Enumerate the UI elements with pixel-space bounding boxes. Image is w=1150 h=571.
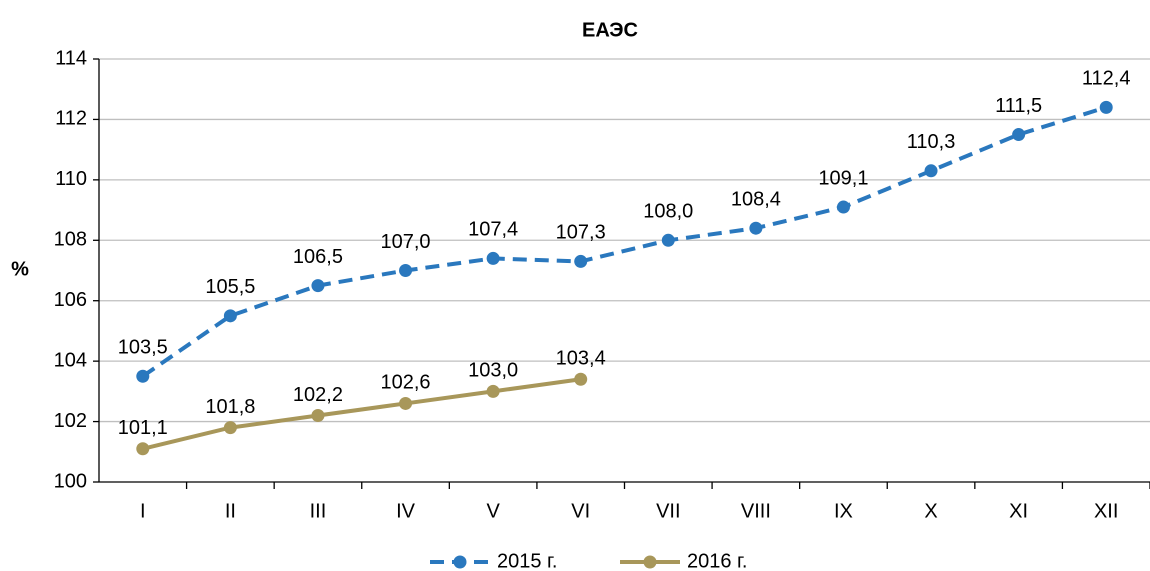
x-tick-label: VI [571,500,590,522]
data-label: 109,1 [818,167,868,189]
data-label: 110,3 [907,131,956,153]
data-label: 107,3 [556,222,606,244]
series-line [142,377,581,451]
data-point [1012,128,1026,142]
data-point [924,164,938,178]
data-point [136,442,150,456]
data-label: 102,2 [293,384,343,406]
y-tick-label: 114 [55,47,87,69]
data-point [223,421,237,435]
data-point [1099,100,1113,114]
x-tick-label: III [310,500,327,522]
data-point [836,200,850,214]
y-tick-label: 100 [54,470,87,492]
data-point [399,264,413,277]
y-tick-label: 110 [55,168,87,190]
y-tick-label: 104 [54,349,87,371]
data-point [574,372,588,386]
data-point [399,396,413,410]
data-point [486,251,500,265]
data-point [311,279,325,293]
data-label: 103,5 [118,337,168,359]
x-tick-label: V [486,500,500,522]
data-label: 105,5 [205,276,255,298]
y-tick-label: 102 [54,410,87,432]
x-tick-label: XI [1009,500,1028,522]
x-tick-label: VIII [741,500,771,522]
data-point [136,369,150,383]
chart-title: ЕАЭС [582,19,638,41]
data-label: 108,0 [643,201,693,223]
data-label: 103,4 [556,348,606,370]
data-point [661,233,675,247]
x-tick-label: II [225,500,236,522]
data-label: 101,1 [118,417,168,439]
x-tick-label: IV [396,500,416,522]
data-point [749,221,763,235]
y-tick-label: 106 [54,289,87,311]
legend-marker [453,555,467,569]
data-point [574,254,588,268]
x-tick-label: IX [834,500,853,522]
legend-label: 2015 г. [497,550,557,571]
legend-label: 2016 г. [687,550,747,571]
data-label: 108,4 [731,188,781,210]
data-point [486,384,500,398]
data-label: 106,5 [293,246,343,268]
y-axis-label: % [11,258,29,280]
data-label: 102,6 [381,372,431,394]
x-tick-label: I [140,500,146,522]
data-point [223,309,237,323]
data-label: 111,5 [995,95,1042,117]
y-tick-label: 108 [54,229,87,251]
data-label: 103,0 [468,360,518,382]
data-label: 107,4 [468,219,518,241]
data-label: 107,0 [381,231,431,253]
legend-marker [643,555,657,569]
x-tick-label: XII [1094,500,1118,522]
data-point [311,409,325,423]
x-tick-label: X [924,500,937,522]
y-tick-label: 112 [55,108,87,130]
x-tick-label: VII [656,500,680,522]
data-label: 112,4 [1082,68,1131,90]
data-label: 101,8 [205,396,255,418]
series-line [141,105,1107,378]
